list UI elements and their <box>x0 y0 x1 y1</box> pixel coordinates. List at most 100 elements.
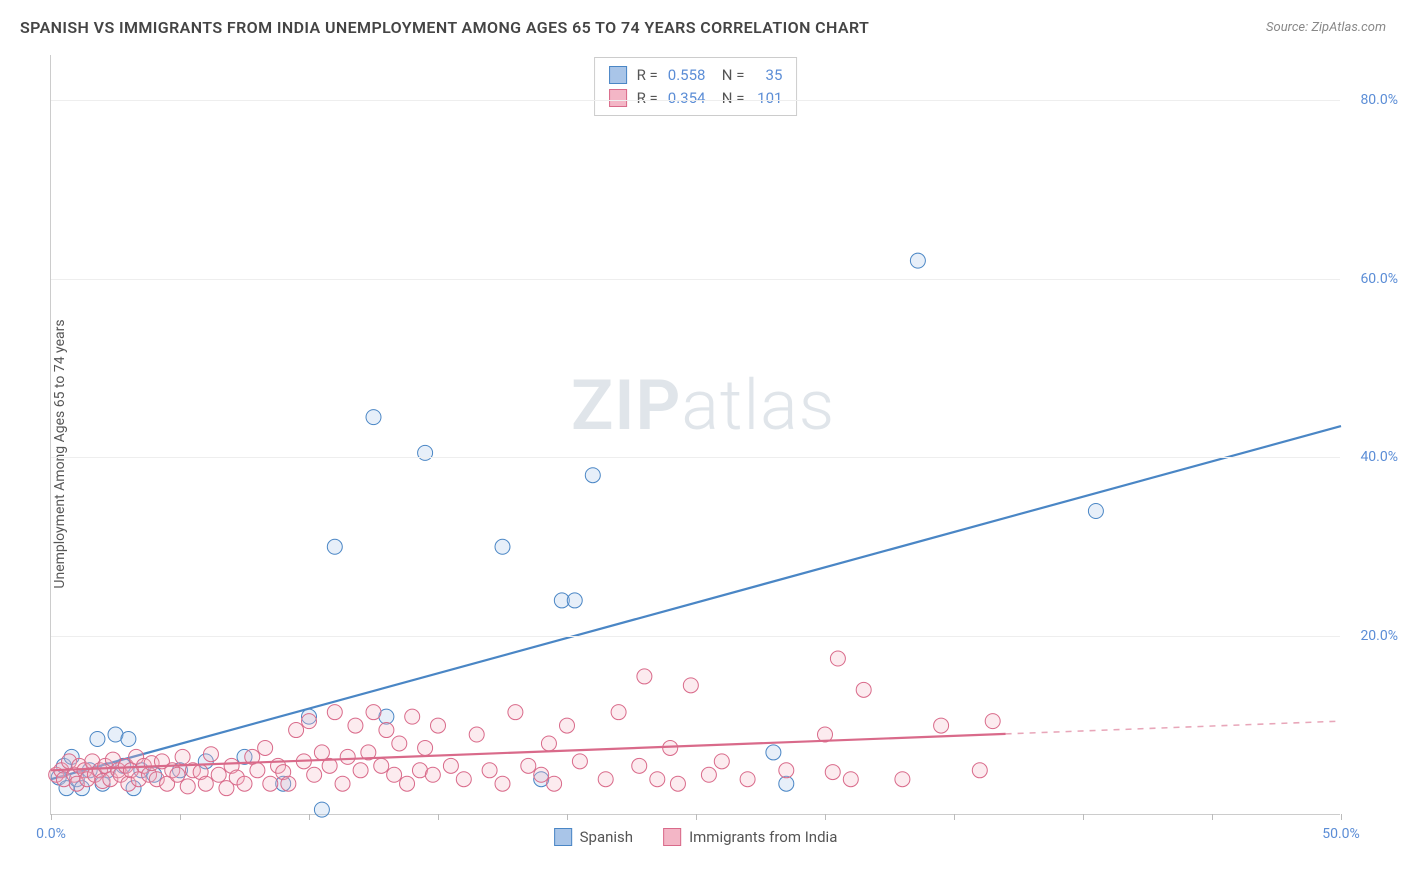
scatter-point <box>779 763 794 778</box>
scatter-point <box>307 767 322 782</box>
scatter-point <box>335 776 350 791</box>
scatter-point <box>895 772 910 787</box>
scatter-point <box>314 802 329 817</box>
scatter-point <box>495 539 510 554</box>
scatter-point <box>289 723 304 738</box>
scatter-point <box>431 718 446 733</box>
scatter-point <box>175 749 190 764</box>
scatter-point <box>585 468 600 483</box>
scatter-point <box>469 727 484 742</box>
x-tick-label: 0.0% <box>36 826 66 842</box>
source-label: Source: <box>1266 20 1311 35</box>
scatter-point <box>611 705 626 720</box>
scatter-point <box>856 682 871 697</box>
scatter-point <box>910 253 925 268</box>
scatter-point <box>934 718 949 733</box>
scatter-point <box>348 718 363 733</box>
chart-svg <box>51 55 1340 814</box>
scatter-point <box>456 772 471 787</box>
scatter-point <box>508 705 523 720</box>
scatter-point <box>121 732 136 747</box>
x-tick <box>51 814 52 820</box>
x-tick <box>1212 814 1213 820</box>
source-name: ZipAtlas.com <box>1311 20 1386 35</box>
x-tick <box>438 814 439 820</box>
r-value-1: 0.558 <box>668 64 712 87</box>
stats-swatch-2 <box>609 89 627 107</box>
n-value-2: 101 <box>754 87 782 110</box>
x-tick <box>954 814 955 820</box>
scatter-point <box>374 758 389 773</box>
scatter-point <box>843 772 858 787</box>
scatter-point <box>387 767 402 782</box>
bottom-legend: Spanish Immigrants from India <box>554 828 838 846</box>
stats-box: R = 0.558 N = 35 R = 0.354 N = 101 <box>594 57 798 116</box>
scatter-point <box>327 705 342 720</box>
n-label-2: N = <box>722 87 745 110</box>
y-tick-label: 40.0% <box>1360 449 1398 465</box>
scatter-point <box>443 758 458 773</box>
x-tick-label: 50.0% <box>1322 826 1360 842</box>
legend-swatch-2 <box>663 828 681 846</box>
scatter-point <box>714 754 729 769</box>
scatter-point <box>237 776 252 791</box>
scatter-point <box>340 749 355 764</box>
r-label-2: R = <box>637 87 658 110</box>
scatter-point <box>263 776 278 791</box>
scatter-point <box>670 776 685 791</box>
scatter-point <box>400 776 415 791</box>
scatter-point <box>482 763 497 778</box>
scatter-point <box>701 767 716 782</box>
scatter-point <box>366 705 381 720</box>
scatter-point <box>90 732 105 747</box>
x-tick <box>1341 814 1342 820</box>
scatter-point <box>830 651 845 666</box>
stats-row-1: R = 0.558 N = 35 <box>609 64 783 87</box>
scatter-point <box>314 745 329 760</box>
scatter-point <box>972 763 987 778</box>
scatter-point <box>766 745 781 760</box>
scatter-point <box>572 754 587 769</box>
scatter-point <box>740 772 755 787</box>
legend-swatch-1 <box>554 828 572 846</box>
scatter-point <box>211 767 226 782</box>
scatter-point <box>632 758 647 773</box>
legend-label-1: Spanish <box>580 828 633 846</box>
scatter-point <box>250 763 265 778</box>
scatter-point <box>521 758 536 773</box>
n-value-1: 35 <box>754 64 782 87</box>
scatter-point <box>170 767 185 782</box>
scatter-point <box>541 736 556 751</box>
x-tick <box>825 814 826 820</box>
scatter-point <box>180 779 195 794</box>
scatter-point <box>392 736 407 751</box>
y-tick-label: 80.0% <box>1360 92 1398 108</box>
y-tick-label: 20.0% <box>1360 628 1398 644</box>
scatter-point <box>366 410 381 425</box>
x-tick <box>180 814 181 820</box>
scatter-point <box>302 714 317 729</box>
chart-title: SPANISH VS IMMIGRANTS FROM INDIA UNEMPLO… <box>20 18 869 37</box>
grid-line <box>51 636 1340 637</box>
stats-row-2: R = 0.354 N = 101 <box>609 87 783 110</box>
x-tick <box>309 814 310 820</box>
trend-line <box>51 426 1341 779</box>
source-attribution: Source: ZipAtlas.com <box>1266 20 1386 35</box>
title-bar: SPANISH VS IMMIGRANTS FROM INDIA UNEMPLO… <box>20 18 1386 37</box>
scatter-point <box>985 714 1000 729</box>
scatter-point <box>779 776 794 791</box>
scatter-point <box>425 767 440 782</box>
legend-item-2: Immigrants from India <box>663 828 837 846</box>
x-tick <box>1083 814 1084 820</box>
scatter-point <box>567 593 582 608</box>
scatter-point <box>637 669 652 684</box>
scatter-point <box>379 723 394 738</box>
grid-line <box>51 457 1340 458</box>
y-tick-label: 60.0% <box>1360 271 1398 287</box>
scatter-point <box>495 776 510 791</box>
grid-line <box>51 279 1340 280</box>
scatter-point <box>405 709 420 724</box>
scatter-point <box>418 740 433 755</box>
scatter-point <box>534 767 549 782</box>
grid-line <box>51 100 1340 101</box>
